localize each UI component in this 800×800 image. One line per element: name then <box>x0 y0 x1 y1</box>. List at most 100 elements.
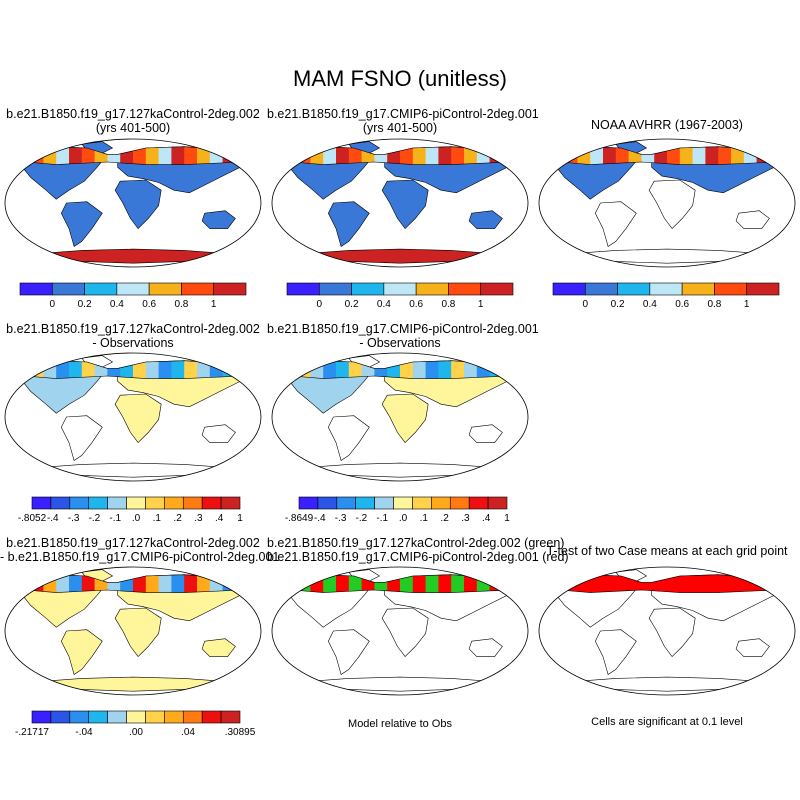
snow-band-cell <box>769 574 783 593</box>
snow-band-cell <box>81 574 96 593</box>
colorbar-box <box>69 710 90 724</box>
snow-band-cell <box>464 360 478 379</box>
snow-band-cell <box>502 146 516 165</box>
colorbar-tick-label: 0.2 <box>345 299 359 310</box>
snow-band-cell <box>400 146 414 165</box>
snow-band-cell <box>56 360 70 379</box>
snow-band-cell <box>336 360 350 379</box>
snow-band-cell <box>590 146 604 165</box>
colorbar-tick-label: .4 <box>482 513 491 524</box>
snow-band-cell <box>412 574 427 593</box>
colorbar-box <box>584 282 618 296</box>
snow-band-cell <box>336 574 350 593</box>
colorbar-box <box>31 710 52 724</box>
snow-band-cell <box>679 574 694 593</box>
colorbar-box <box>617 282 651 296</box>
snow-band-cell <box>451 146 465 165</box>
continent-africa <box>114 179 162 230</box>
snow-band-cell <box>438 360 452 379</box>
snow-band-cell <box>184 360 198 379</box>
map-rel <box>271 566 529 696</box>
colorbar-box <box>116 282 150 296</box>
panel-title-case1: b.e21.B1850.f19_g17.127kaControl-2deg.00… <box>0 107 266 135</box>
colorbar-tick-label: -.1 <box>376 513 388 524</box>
colorbar-box <box>317 496 338 510</box>
panel-subtitle-text: (yrs 401-500) <box>95 121 171 135</box>
map-border <box>538 566 796 696</box>
snow-band-cell <box>348 574 363 593</box>
snow-band-cell <box>425 574 439 593</box>
colorbar-tick-label: 0 <box>50 299 56 310</box>
continent-africa <box>648 179 696 230</box>
colorbar-tick-label: -.21717 <box>15 727 49 738</box>
panel-title-casediff: b.e21.B1850.f19_g17.127kaControl-2deg.00… <box>0 536 279 564</box>
continent-samerica <box>327 629 370 675</box>
continent-samerica <box>594 629 637 675</box>
snow-band-cell <box>235 146 249 165</box>
colorbar-box <box>19 282 53 296</box>
colorbar-tick-label: -.4 <box>314 513 326 524</box>
map-ttest <box>538 566 796 696</box>
snow-band-cell <box>464 574 478 593</box>
colorbar-tick-label: 0.2 <box>78 299 92 310</box>
colorbar-box <box>84 282 118 296</box>
panel-subtitle-text: (yrs 401-500) <box>362 121 438 135</box>
snow-band-cell <box>284 146 299 165</box>
colorbar-tick-label: 0.6 <box>142 299 156 310</box>
map-diff2 <box>271 352 529 482</box>
snow-band-cell <box>551 574 566 593</box>
snow-band-cell <box>133 146 147 165</box>
colorbar-box <box>50 710 71 724</box>
snow-band-cell <box>171 360 185 379</box>
colorbar-tick-label: -.3 <box>335 513 347 524</box>
colorbar-tick-label: -.3 <box>68 513 80 524</box>
colorbar-box <box>448 282 482 296</box>
colorbar-tick-label: -.8052 <box>18 513 47 524</box>
colorbar-box <box>318 282 352 296</box>
snow-band-cell <box>17 360 32 379</box>
snow-band-cell <box>323 360 337 379</box>
colorbar-box <box>487 496 508 510</box>
colorbar-box <box>220 710 241 724</box>
continent-australia <box>201 638 236 657</box>
colorbar-box <box>449 496 470 510</box>
snow-band-cell <box>425 360 439 379</box>
snow-band-cell <box>603 146 617 165</box>
continent-africa <box>114 393 162 444</box>
continent-africa <box>381 607 429 658</box>
colorbar-tick-label: -.2 <box>89 513 101 524</box>
colorbar-box <box>393 496 413 510</box>
colorbar-tick-label: 0.8 <box>707 299 721 310</box>
snow-band-cell <box>81 146 96 165</box>
colorbar-tick-label: 1 <box>478 299 484 310</box>
colorbar-tick-label: 1 <box>237 513 243 524</box>
colorbar-box <box>213 282 247 296</box>
snow-band-cell <box>133 360 147 379</box>
colorbar-tick-label: -.04 <box>75 727 93 738</box>
continent-samerica <box>60 415 103 461</box>
colorbar-tick-label: 0.8 <box>441 299 455 310</box>
map-border <box>4 566 262 696</box>
snow-band-cell <box>731 574 745 593</box>
colorbar-tick-label: .3 <box>461 513 470 524</box>
snow-band-cell <box>502 574 516 593</box>
continent-australia <box>468 424 503 443</box>
snow-band-cell <box>692 146 706 165</box>
snow-band-cell <box>615 574 630 593</box>
colorbar-tick-label: 0 <box>317 299 323 310</box>
colorbar-box <box>480 282 514 296</box>
map-diff1 <box>4 352 262 482</box>
colorbar-tick-label: .0 <box>132 513 141 524</box>
map-border <box>538 138 796 268</box>
panel-title-rel: b.e21.B1850.f19_g17.127kaControl-2deg.00… <box>267 536 569 564</box>
colorbar-box <box>552 282 586 296</box>
snow-band-cell <box>769 146 783 165</box>
colorbar-box <box>746 282 780 296</box>
snow-band-cell <box>69 360 83 379</box>
snow-band-cell <box>336 146 350 165</box>
snow-band-cell <box>158 360 172 379</box>
snow-band-cell <box>197 360 211 379</box>
continent-africa <box>648 607 696 658</box>
snow-band-cell <box>438 574 452 593</box>
snow-band-cell <box>17 574 32 593</box>
